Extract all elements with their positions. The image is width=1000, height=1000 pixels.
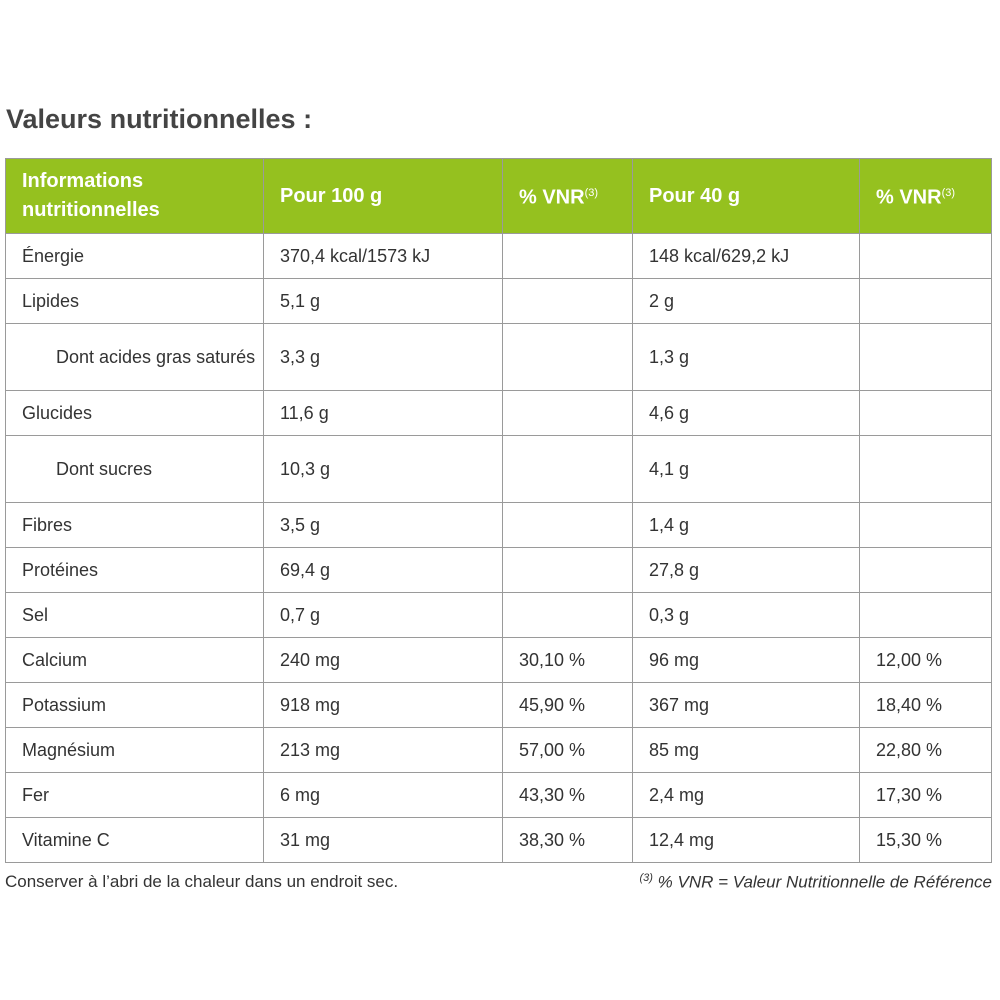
header-text: % VNR [519, 186, 585, 209]
cell [859, 502, 992, 548]
cell: 22,80 % [859, 727, 992, 773]
cell: 240 mg [263, 637, 503, 683]
table-row: Sel 0,7 g 0,3 g [5, 592, 992, 638]
cell: 5,1 g [263, 278, 503, 324]
cell: 57,00 % [502, 727, 633, 773]
cell [859, 435, 992, 503]
cell [859, 592, 992, 638]
cell: 45,90 % [502, 682, 633, 728]
table-body: Énergie 370,4 kcal/1573 kJ 148 kcal/629,2 … [5, 233, 992, 863]
header-text: Pour 40 g [649, 184, 741, 207]
storage-note: Conserver à l’abri de la chaleur dans un… [5, 872, 399, 891]
cell: 30,10 % [502, 637, 633, 683]
footnote-mark: (3) [639, 872, 653, 884]
cell: 148 kcal/629,2 kJ [632, 233, 860, 279]
row-label: Potassium [5, 682, 264, 728]
cell [502, 547, 633, 593]
cell: 69,4 g [263, 547, 503, 593]
header-cell: Informations nutritionnelles [5, 158, 264, 234]
cell: 3,3 g [263, 323, 503, 391]
cell: 213 mg [263, 727, 503, 773]
header-text: % VNR [876, 186, 942, 209]
row-label: Magnésium [5, 727, 264, 773]
table-row: Glucides 11,6 g 4,6 g [5, 390, 992, 436]
cell: 12,00 % [859, 637, 992, 683]
cell: 2 g [632, 278, 860, 324]
table-row: Fibres 3,5 g 1,4 g [5, 502, 992, 548]
cell [859, 390, 992, 436]
row-label: Protéines [5, 547, 264, 593]
cell: 1,4 g [632, 502, 860, 548]
cell: 367 mg [632, 682, 860, 728]
nutrition-table: Informations nutritionnelles Pour 100 g % … [5, 158, 992, 863]
reference-note: (3) % VNR = Valeur Nutritionnelle de Réf… [639, 872, 992, 893]
row-label: Vitamine C [5, 817, 264, 863]
cell [502, 502, 633, 548]
table-row: Magnésium 213 mg 57,00 % 85 mg 22,80 % [5, 727, 992, 773]
table-row: Dont sucres 10,3 g 4,1 g [5, 435, 992, 503]
cell [859, 323, 992, 391]
cell: 17,30 % [859, 772, 992, 818]
cell: 370,4 kcal/1573 kJ [263, 233, 503, 279]
cell [502, 323, 633, 391]
cell: 38,30 % [502, 817, 633, 863]
cell [859, 278, 992, 324]
header-text: Pour 100 g [280, 184, 383, 207]
cell: 918 mg [263, 682, 503, 728]
header-cell: % VNR(3) [859, 158, 992, 234]
header-cell: % VNR(3) [502, 158, 633, 234]
cell [502, 390, 633, 436]
row-label: Énergie [5, 233, 264, 279]
cell [859, 547, 992, 593]
table-row: Lipides 5,1 g 2 g [5, 278, 992, 324]
cell: 6 mg [263, 772, 503, 818]
cell [502, 592, 633, 638]
table-row: Potassium 918 mg 45,90 % 367 mg 18,40 % [5, 682, 992, 728]
cell: 11,6 g [263, 390, 503, 436]
row-label: Sel [5, 592, 264, 638]
cell: 12,4 mg [632, 817, 860, 863]
row-label: Calcium [5, 637, 264, 683]
footnote-mark: (3) [584, 187, 599, 200]
cell: 31 mg [263, 817, 503, 863]
row-label: Fibres [5, 502, 264, 548]
row-label: Dont sucres [5, 435, 264, 503]
cell: 1,3 g [632, 323, 860, 391]
table-row: Calcium 240 mg 30,10 % 96 mg 12,00 % [5, 637, 992, 683]
cell: 10,3 g [263, 435, 503, 503]
title: Valeurs nutritionnelles : [6, 104, 313, 134]
footnote-text: % VNR = Valeur Nutritionnelle de Référen… [657, 872, 992, 892]
header-cell: Pour 100 g [263, 158, 503, 234]
row-label: Fer [5, 772, 264, 818]
cell [502, 278, 633, 324]
table-row: Dont acides gras saturés 3,3 g 1,3 g [5, 323, 992, 391]
row-label: Dont acides gras saturés [5, 323, 264, 391]
cell [502, 435, 633, 503]
row-label: Lipides [5, 278, 264, 324]
table-row: Vitamine C 31 mg 38,30 % 12,4 mg 15,30 % [5, 817, 992, 863]
cell: 85 mg [632, 727, 860, 773]
table-row: Énergie 370,4 kcal/1573 kJ 148 kcal/629,2 … [5, 233, 992, 279]
header-cell: Pour 40 g [632, 158, 860, 234]
cell: 18,40 % [859, 682, 992, 728]
row-label: Glucides [5, 390, 264, 436]
header-text: Informations nutritionnelles [22, 170, 160, 221]
header-row: Informations nutritionnelles Pour 100 g % … [5, 158, 992, 234]
cell: 0,3 g [632, 592, 860, 638]
table-row: Protéines 69,4 g 27,8 g [5, 547, 992, 593]
cell: 43,30 % [502, 772, 633, 818]
cell: 27,8 g [632, 547, 860, 593]
table-row: Fer 6 mg 43,30 % 2,4 mg 17,30 % [5, 772, 992, 818]
footnote-mark: (3) [941, 187, 956, 200]
cell: 15,30 % [859, 817, 992, 863]
cell: 96 mg [632, 637, 860, 683]
cell [502, 233, 633, 279]
cell: 4,6 g [632, 390, 860, 436]
cell [859, 233, 992, 279]
cell: 4,1 g [632, 435, 860, 503]
cell: 0,7 g [263, 592, 503, 638]
cell: 2,4 mg [632, 772, 860, 818]
cell: 3,5 g [263, 502, 503, 548]
